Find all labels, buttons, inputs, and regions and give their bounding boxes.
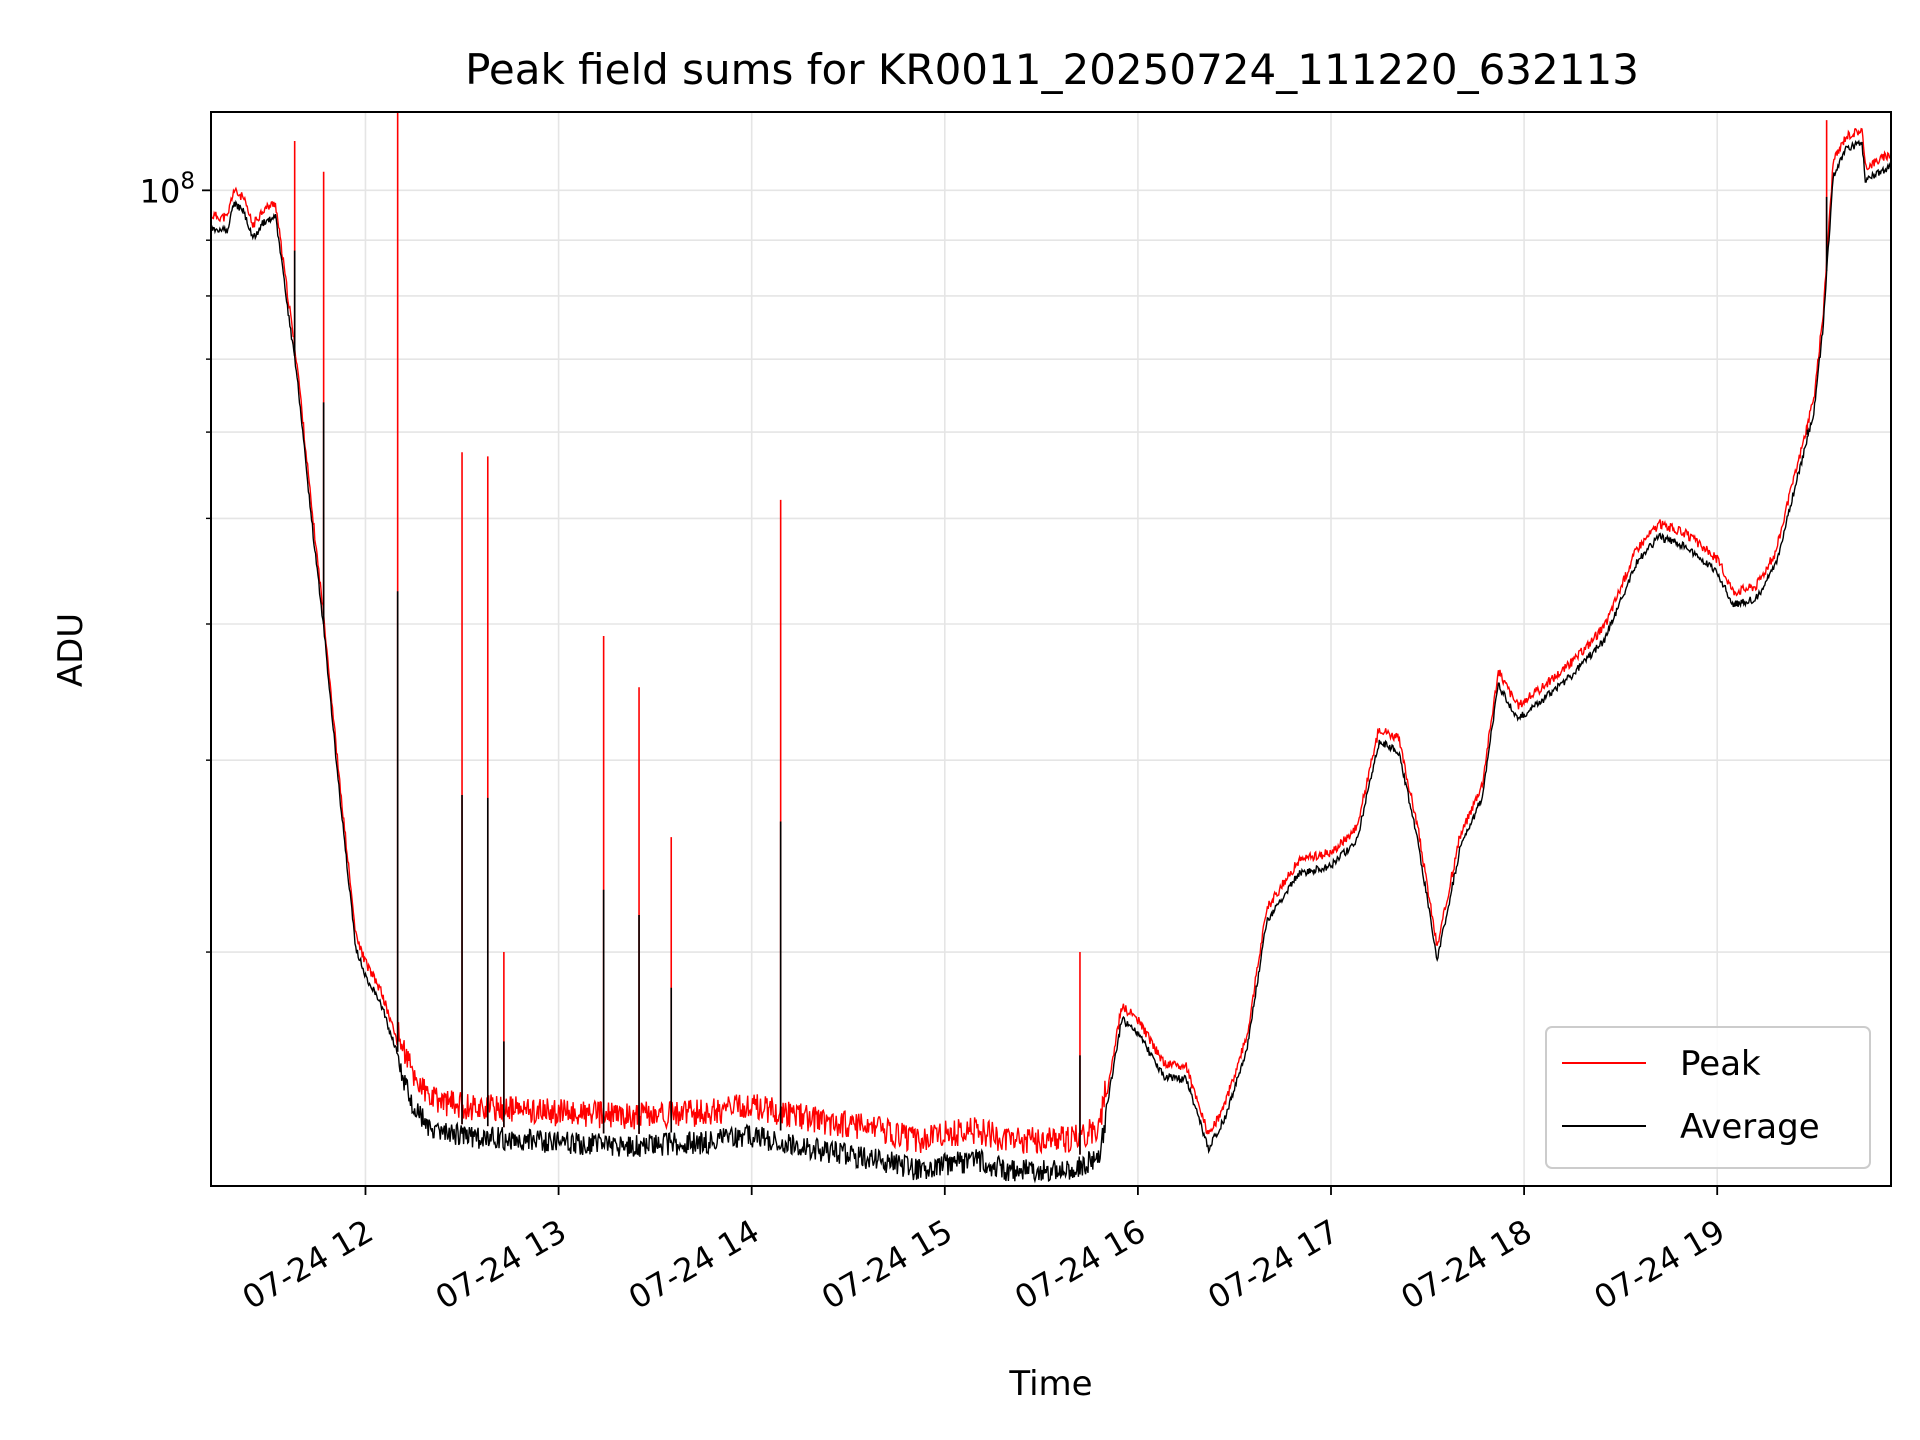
x-axis-label: Time bbox=[1008, 1364, 1092, 1404]
legend-label-peak: Peak bbox=[1680, 1044, 1761, 1084]
plot-frame bbox=[210, 111, 1892, 1187]
legend: Peak Average bbox=[1545, 1026, 1871, 1169]
y-axis-label: ADU bbox=[51, 613, 91, 687]
legend-label-average: Average bbox=[1680, 1107, 1820, 1147]
y-tick-label: 108 bbox=[140, 168, 195, 210]
grid bbox=[211, 112, 1891, 1186]
chart-title: Peak field sums for KR0011_20250724_1112… bbox=[465, 45, 1639, 94]
series-layer bbox=[210, 112, 1892, 1184]
series-peak-line bbox=[210, 127, 1892, 1155]
series-average-line bbox=[210, 139, 1892, 1184]
